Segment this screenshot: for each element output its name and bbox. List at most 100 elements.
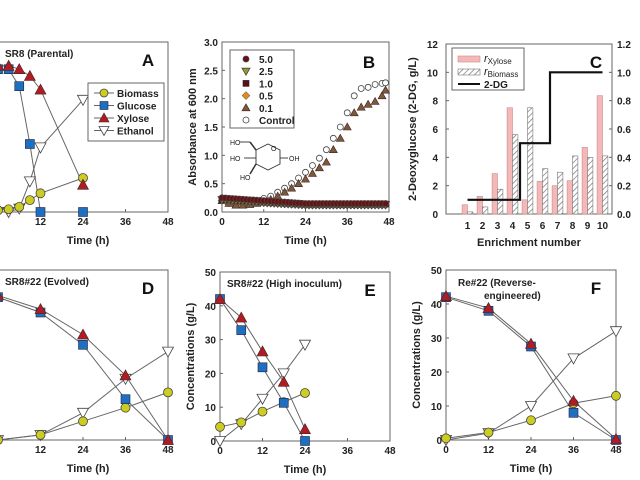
x-axis-label: Enrichment number — [477, 237, 582, 249]
panel-title: Re#22 (Reverse- — [458, 278, 536, 289]
point-xylose — [524, 337, 538, 349]
point-xylose — [34, 302, 47, 314]
point-glucose — [236, 325, 247, 335]
legend-marker — [241, 91, 251, 100]
x-tick-label: 12 — [35, 217, 47, 228]
legend-label-rbiomass: rBiomass — [484, 66, 518, 79]
y-tick-label: 3.0 — [204, 38, 218, 49]
point-control — [329, 134, 337, 142]
x-tick-label: 6 — [540, 221, 546, 232]
point-0.1 — [342, 122, 352, 131]
x-tick-label: 24 — [77, 445, 89, 456]
point-control — [350, 92, 358, 100]
legend-label-2dg: 2-DG — [484, 80, 508, 91]
bar-rbiomass — [587, 157, 594, 215]
point-xylose — [0, 63, 5, 71]
bar-rbiomass — [497, 188, 504, 215]
point-glucose — [35, 207, 46, 217]
x-tick-label: 9 — [585, 221, 591, 232]
y-tick-label: 2 — [432, 182, 438, 193]
bar-rbiomass — [512, 134, 519, 215]
legend-swatch-rbiomass — [457, 68, 481, 76]
legend-label-rxylose: rXylose — [484, 53, 512, 66]
legend-marker — [241, 103, 251, 112]
y-tick-label: 12 — [427, 40, 439, 51]
point-0.1 — [363, 99, 373, 108]
point-0.1 — [314, 163, 324, 172]
point-biomass — [163, 387, 173, 398]
series-line-ethanol — [219, 344, 306, 442]
point-control — [322, 146, 330, 154]
bar-rxylose — [566, 180, 573, 215]
point-ethanol — [76, 94, 90, 107]
y-tick-label: 10 — [431, 402, 443, 413]
panel-d: 12 24 36 48 Time (h) SR8#22 (Evolved) D — [0, 269, 175, 475]
bar-rxylose — [521, 199, 528, 215]
y-tick-label: 4 — [432, 153, 438, 164]
bond — [249, 163, 257, 175]
y-tick-label: 1.5 — [204, 123, 218, 134]
point-0.1 — [300, 174, 311, 183]
legend-marker — [242, 55, 250, 63]
panel-letter: B — [363, 53, 375, 72]
point-xylose — [34, 83, 47, 95]
point-glucose — [300, 436, 310, 446]
legend-swatch-rxylose — [457, 55, 481, 63]
bar-rxylose — [596, 95, 603, 215]
point-ethanol — [567, 353, 580, 365]
point-xylose — [76, 328, 90, 340]
point-0.1 — [370, 96, 380, 105]
x-tick-label: 7 — [555, 221, 561, 232]
point-0.1 — [287, 183, 297, 192]
x-tick-label: 48 — [162, 217, 174, 228]
point-5.0 — [382, 200, 389, 207]
point-control — [316, 154, 323, 162]
point-control — [382, 79, 389, 87]
point-xylose — [119, 369, 132, 381]
point-ethanol — [76, 407, 90, 420]
point-control — [336, 123, 344, 131]
point-xylose — [23, 69, 36, 81]
point-biomass — [35, 429, 46, 440]
point-xylose — [609, 432, 623, 444]
point-biomass — [236, 417, 247, 428]
atom-label: HO — [230, 156, 241, 163]
point-control — [364, 83, 372, 91]
point-ethanol — [161, 346, 175, 358]
point-biomass — [35, 188, 46, 199]
point-0.1 — [349, 108, 359, 117]
point-0.1 — [335, 133, 345, 142]
point-biomass — [483, 427, 494, 438]
x-tick-label: 48 — [383, 217, 395, 228]
panel-c: 1 2 3 4 5 6 7 8 9 100246810120.00.20.40.60.81.01.… — [407, 40, 631, 249]
legend-marker — [242, 80, 250, 87]
y-tick-label: 40 — [205, 302, 217, 313]
bar-rxylose — [551, 185, 558, 215]
bar-rxylose — [476, 195, 483, 215]
bar-rbiomass — [467, 211, 474, 215]
point-control — [343, 109, 351, 117]
y-tick-label: 20 — [205, 369, 217, 380]
panel-letter: A — [142, 51, 154, 70]
panel-title: SR8#22 (Evolved) — [5, 277, 89, 288]
point-xylose — [277, 375, 290, 387]
x-tick-label: 2 — [480, 221, 486, 232]
point-biomass — [0, 205, 3, 215]
panel-letter: D — [142, 279, 154, 298]
point-xylose — [298, 423, 312, 434]
x-tick-label: 10 — [597, 221, 609, 232]
x-tick-label: 0 — [217, 446, 223, 457]
panel-f: 0 12 24 36 48 Time (h) 0 10 20 30 40 50 Concentratio… — [411, 266, 623, 475]
legend-box — [229, 49, 295, 129]
legend-label-glucose: Glucose — [117, 102, 157, 113]
point-biomass — [78, 416, 88, 427]
y-tick-label: 0 — [436, 436, 442, 447]
point-biomass — [3, 204, 14, 215]
bond — [249, 141, 257, 151]
y2-tick-label: 0.4 — [617, 153, 631, 164]
bar-rxylose — [461, 204, 468, 215]
y-tick-label: 2.5 — [204, 66, 218, 77]
point-biomass — [441, 433, 451, 444]
x-tick-label: 48 — [162, 445, 174, 456]
